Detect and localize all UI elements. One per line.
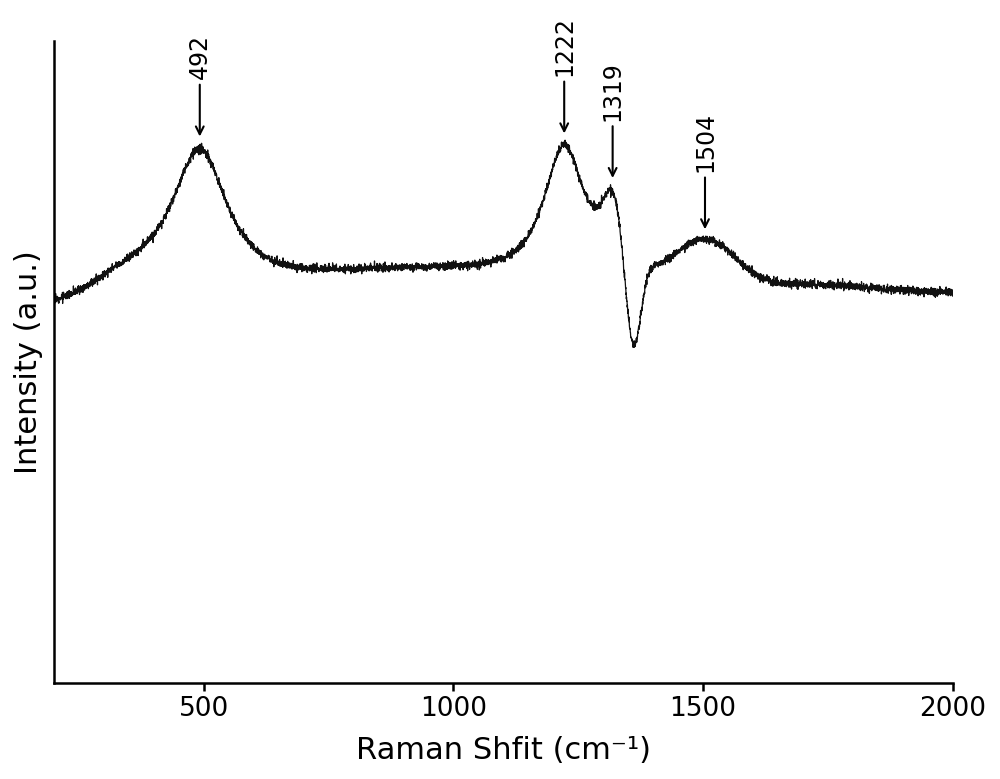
Y-axis label: Intensity (a.u.): Intensity (a.u.) <box>14 250 43 474</box>
Text: 1222: 1222 <box>552 16 576 131</box>
Text: 1319: 1319 <box>601 61 625 176</box>
Text: 492: 492 <box>188 34 212 134</box>
X-axis label: Raman Shfit (cm⁻¹): Raman Shfit (cm⁻¹) <box>356 736 651 765</box>
Text: 1504: 1504 <box>693 111 717 227</box>
